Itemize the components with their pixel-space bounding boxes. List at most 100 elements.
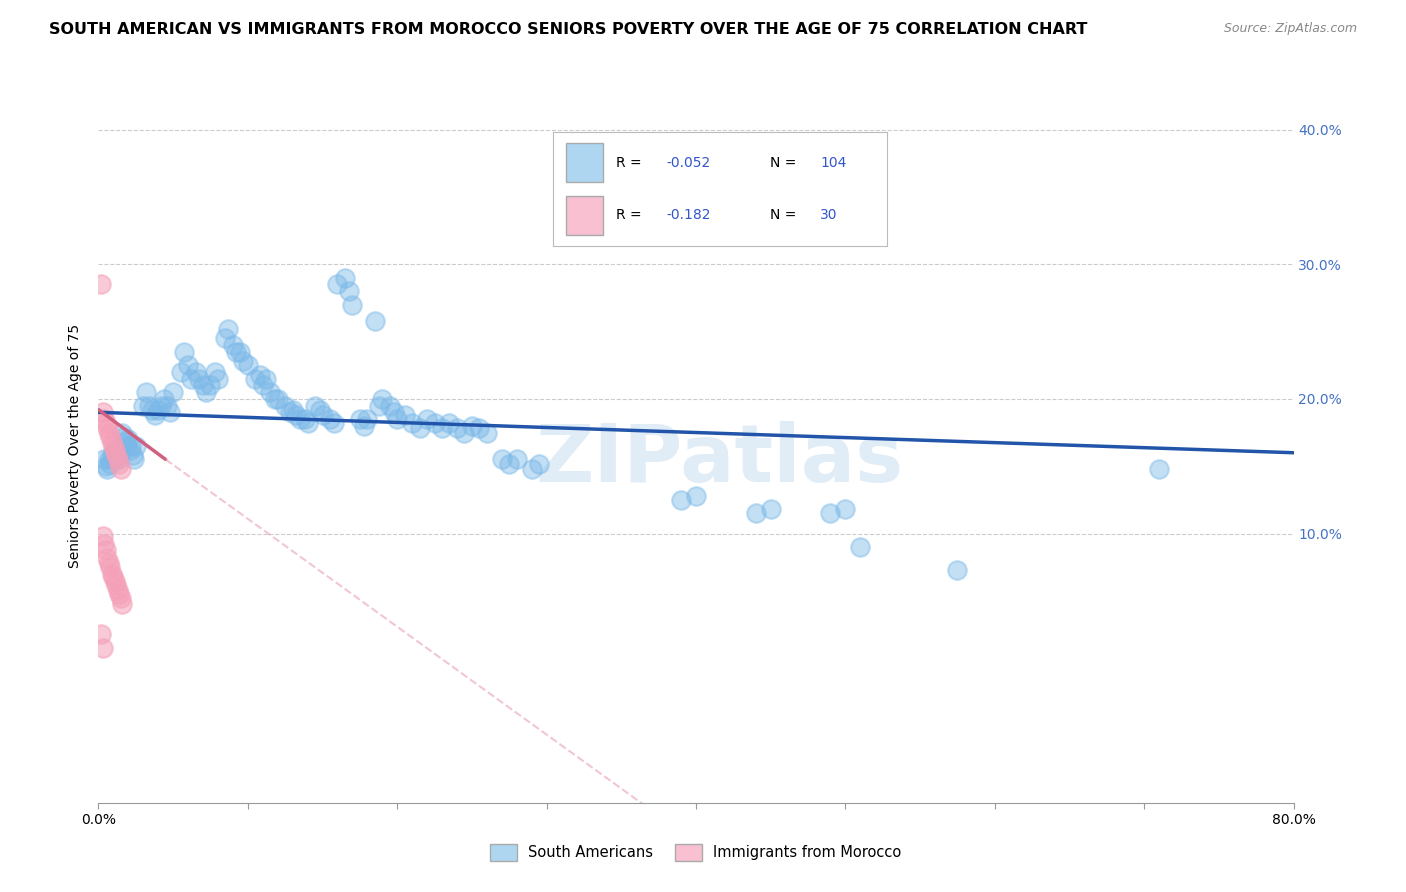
Point	[104, 443, 127, 458]
Y-axis label: Seniors Poverty Over the Age of 75: Seniors Poverty Over the Age of 75	[69, 324, 83, 568]
Point	[120, 439, 142, 453]
Point	[520, 462, 543, 476]
Text: R =: R =	[616, 156, 641, 169]
Point	[278, 405, 301, 419]
Point	[108, 457, 131, 471]
Point	[91, 640, 114, 655]
Point	[156, 399, 179, 413]
Point	[217, 322, 239, 336]
Point	[408, 421, 430, 435]
Point	[173, 344, 195, 359]
Point	[353, 418, 375, 433]
Point	[135, 385, 157, 400]
Point	[184, 365, 207, 379]
Point	[453, 425, 475, 440]
Point	[222, 338, 245, 352]
Point	[326, 277, 349, 292]
Point	[104, 452, 127, 467]
Point	[103, 569, 125, 583]
Point	[364, 314, 387, 328]
Point	[94, 459, 117, 474]
Text: -0.182: -0.182	[666, 209, 711, 222]
Point	[90, 627, 112, 641]
Point	[115, 439, 138, 453]
Point	[111, 425, 134, 440]
Point	[669, 492, 692, 507]
Point	[180, 372, 202, 386]
Point	[308, 402, 330, 417]
Point	[371, 392, 394, 406]
Point	[232, 354, 254, 368]
Point	[356, 412, 378, 426]
Point	[339, 284, 360, 298]
Point	[281, 402, 304, 417]
Point	[204, 365, 226, 379]
Point	[118, 443, 141, 458]
Point	[100, 457, 122, 471]
Point	[849, 540, 872, 554]
Point	[254, 372, 277, 386]
Point	[107, 452, 129, 467]
Point	[294, 412, 316, 426]
Point	[105, 443, 128, 458]
Point	[141, 402, 163, 417]
Point	[100, 560, 122, 574]
Text: ZIPatlas: ZIPatlas	[536, 421, 904, 500]
Point	[245, 372, 267, 386]
Point	[91, 405, 114, 419]
Point	[423, 416, 446, 430]
Point	[368, 399, 391, 413]
Point	[401, 416, 423, 430]
Point	[159, 405, 181, 419]
Point	[103, 446, 125, 460]
Point	[94, 416, 117, 430]
Point	[284, 408, 307, 422]
Point	[252, 378, 274, 392]
Point	[110, 462, 132, 476]
Point	[111, 597, 134, 611]
Point	[527, 457, 550, 471]
Text: SOUTH AMERICAN VS IMMIGRANTS FROM MOROCCO SENIORS POVERTY OVER THE AGE OF 75 COR: SOUTH AMERICAN VS IMMIGRANTS FROM MOROCC…	[49, 22, 1088, 37]
Point	[108, 452, 131, 467]
Text: N =: N =	[770, 156, 796, 169]
Point	[101, 566, 124, 581]
Point	[121, 449, 143, 463]
Point	[745, 506, 768, 520]
Point	[236, 358, 259, 372]
Point	[333, 270, 356, 285]
Point	[187, 372, 209, 386]
Point	[506, 452, 529, 467]
Text: N =: N =	[770, 209, 796, 222]
Point	[311, 408, 333, 422]
Point	[138, 399, 160, 413]
Point	[108, 587, 131, 601]
Point	[97, 452, 120, 467]
Point	[153, 392, 176, 406]
Point	[93, 412, 115, 426]
Text: -0.052: -0.052	[666, 156, 710, 169]
Point	[323, 416, 346, 430]
Point	[93, 452, 115, 467]
Point	[304, 399, 326, 413]
Point	[100, 429, 122, 443]
Point	[416, 412, 439, 426]
Point	[104, 574, 127, 588]
Text: R =: R =	[616, 209, 641, 222]
Point	[946, 563, 969, 577]
Point	[214, 331, 236, 345]
Point	[94, 542, 117, 557]
Legend: South Americans, Immigrants from Morocco: South Americans, Immigrants from Morocco	[485, 838, 907, 867]
Point	[498, 457, 520, 471]
Point	[263, 392, 285, 406]
Point	[162, 385, 184, 400]
Point	[207, 372, 229, 386]
Point	[439, 416, 461, 430]
Point	[1147, 462, 1170, 476]
Point	[150, 399, 173, 413]
Point	[446, 421, 468, 435]
Point	[132, 399, 155, 413]
Point	[461, 418, 484, 433]
Point	[96, 550, 118, 565]
Text: 104: 104	[820, 156, 846, 169]
Point	[90, 277, 112, 292]
